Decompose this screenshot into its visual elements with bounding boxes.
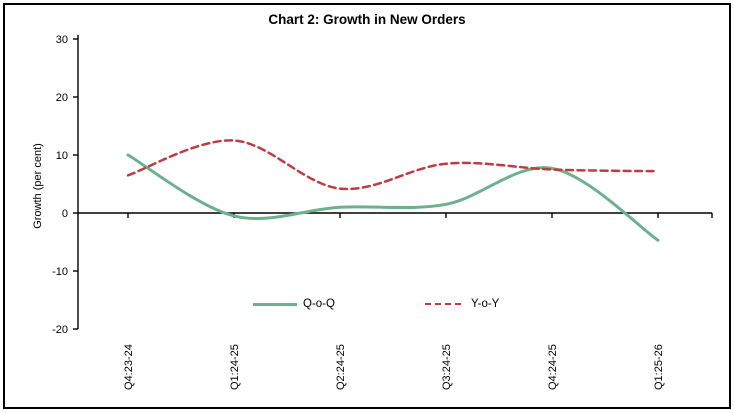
y-tick-label: 10 <box>56 150 68 162</box>
legend-line-sample-yoy <box>425 302 465 306</box>
y-tick-label: -10 <box>52 266 68 278</box>
y-tick-label: -20 <box>52 324 68 336</box>
legend-label-qoq: Q-o-Q <box>303 298 335 310</box>
legend-item-yoy: Y-o-Y <box>425 298 499 310</box>
legend-line-sample-qoq <box>253 302 297 306</box>
series-line-yoy <box>126 139 660 191</box>
chart-title: Chart 2: Growth in New Orders <box>268 12 466 27</box>
legend-item-qoq: Q-o-Q <box>253 298 335 310</box>
x-tick-label: Q4:23-24 <box>123 344 135 390</box>
x-tick-label: Q1:24-25 <box>229 344 241 390</box>
legend-label-yoy: Y-o-Y <box>471 298 500 310</box>
y-tick-label: 0 <box>62 208 68 220</box>
y-tick-label: 30 <box>56 34 68 46</box>
x-tick-label: Q2:24-25 <box>335 344 347 390</box>
series-line-qoq <box>126 153 660 242</box>
y-tick-label: 20 <box>56 92 68 104</box>
x-tick-label: Q4:24-25 <box>547 344 559 390</box>
x-tick-label: Q1:25-26 <box>653 344 665 390</box>
x-tick-label: Q3:24-25 <box>441 344 453 390</box>
